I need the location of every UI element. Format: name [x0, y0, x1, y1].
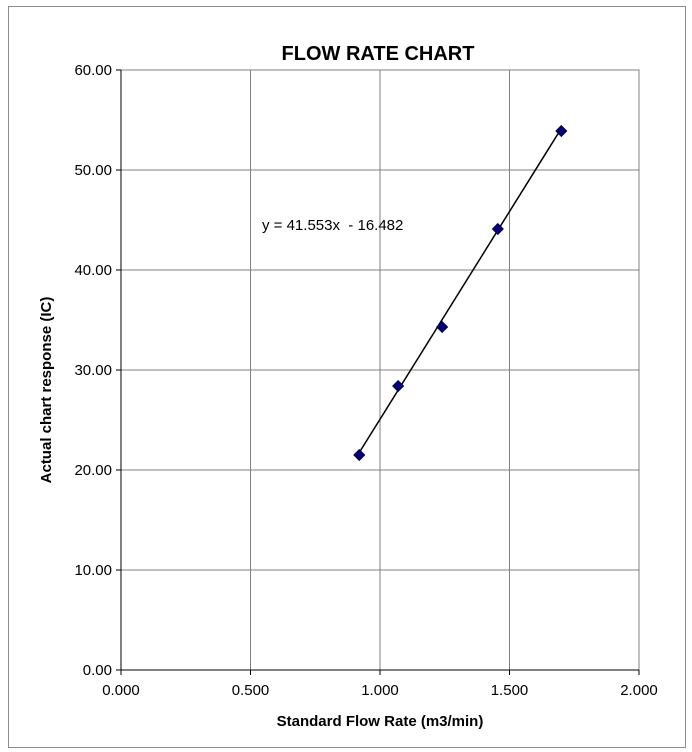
y-tick-label: 60.00	[74, 62, 112, 79]
chart-title: FLOW RATE CHART	[282, 43, 475, 65]
y-tick-label: 0.00	[83, 662, 112, 679]
x-axis: 0.000 0.500 1.000 1.500 2.000	[102, 669, 658, 699]
trendline	[358, 128, 562, 453]
gridlines	[121, 70, 639, 670]
data-point	[353, 448, 366, 462]
trendline-equation-label: y = 41.553x - 16.482	[262, 217, 403, 234]
x-axis-title: Standard Flow Rate (m3/min)	[277, 713, 484, 730]
y-tick-label: 10.00	[74, 562, 112, 579]
y-tick-label: 30.00	[74, 362, 112, 379]
x-tick-label: 2.000	[620, 682, 658, 699]
x-tick-label: 1.500	[491, 682, 529, 699]
y-tick-label: 20.00	[74, 462, 112, 479]
x-tick-label: 1.000	[361, 682, 399, 699]
data-points	[353, 124, 568, 462]
y-axis-title: Actual chart response (IC)	[38, 297, 55, 484]
x-tick-label: 0.500	[232, 682, 270, 699]
y-tick-label: 40.00	[74, 262, 112, 279]
chart-frame	[8, 6, 686, 748]
data-point	[491, 222, 504, 236]
data-point	[392, 379, 405, 393]
data-point	[555, 124, 568, 138]
y-axis: 0.00 10.00 20.00 30.00 40.00 50.00 60.00	[74, 62, 122, 679]
x-tick-label: 0.000	[102, 682, 140, 699]
data-point	[436, 320, 449, 334]
y-tick-label: 50.00	[74, 162, 112, 179]
